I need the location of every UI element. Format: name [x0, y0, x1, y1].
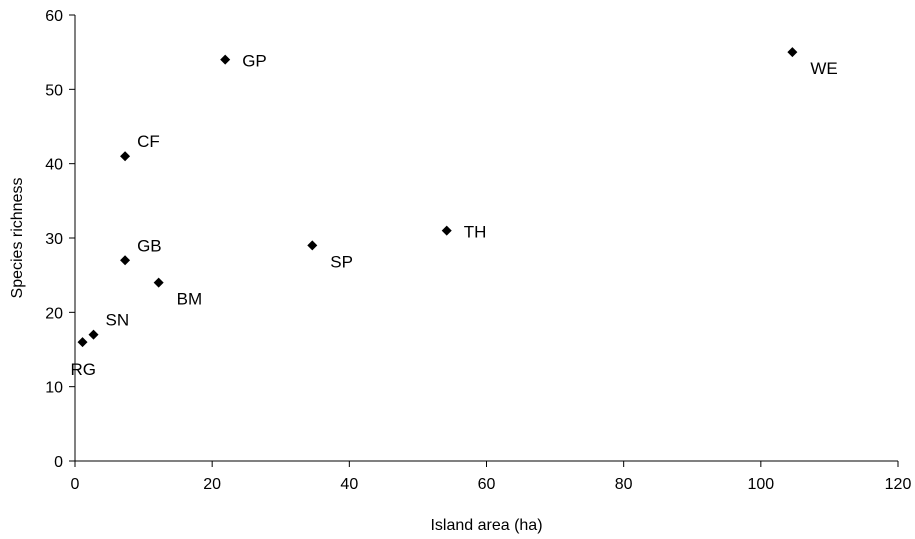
x-tick-label: 40 — [340, 476, 358, 493]
x-tick-label: 80 — [615, 476, 633, 493]
y-tick-label: 30 — [45, 231, 63, 248]
data-point-label: GB — [137, 236, 162, 255]
data-point-marker — [77, 337, 88, 348]
data-point-label: SP — [330, 252, 353, 271]
x-tick-label: 20 — [203, 476, 221, 493]
data-points: RG SN GB CF BM GP SP TH WE — [71, 47, 838, 379]
x-tick-label: 120 — [885, 476, 912, 493]
y-ticks: 0 10 20 30 40 50 60 — [45, 8, 75, 471]
data-point-marker — [120, 151, 131, 162]
data-point-label: GP — [242, 52, 267, 71]
x-axis-title: Island area (ha) — [430, 517, 542, 534]
y-tick-label: 40 — [45, 157, 63, 174]
data-point-label: SN — [106, 311, 130, 330]
data-point-marker — [441, 225, 452, 236]
data-point-marker — [787, 47, 798, 58]
data-point-marker — [88, 329, 99, 340]
data-point-marker — [120, 255, 131, 266]
x-ticks: 0 20 40 60 80 100 120 — [71, 461, 912, 493]
data-point-marker — [307, 240, 318, 251]
x-tick-label: 60 — [478, 476, 496, 493]
x-tick-label: 0 — [71, 476, 80, 493]
y-tick-label: 0 — [54, 454, 63, 471]
data-point-label: CF — [137, 132, 160, 151]
y-tick-label: 20 — [45, 305, 63, 322]
data-point-label: WE — [810, 59, 837, 78]
data-point-label: TH — [464, 223, 487, 242]
y-tick-label: 10 — [45, 380, 63, 397]
data-point-label: BM — [177, 290, 203, 309]
y-axis-title: Species richness — [9, 178, 26, 299]
y-tick-label: 50 — [45, 82, 63, 99]
axes — [74, 15, 898, 462]
data-point-marker — [153, 277, 164, 288]
data-point-marker — [220, 54, 231, 65]
x-tick-label: 100 — [747, 476, 774, 493]
y-tick-label: 60 — [45, 8, 63, 25]
data-point-label: RG — [71, 360, 97, 379]
